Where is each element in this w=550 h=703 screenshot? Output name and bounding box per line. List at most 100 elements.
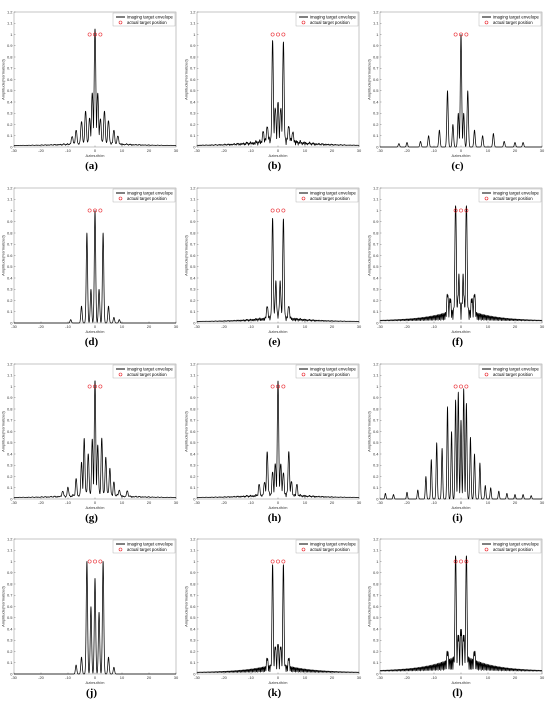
y-tick-label: 1.1	[190, 21, 196, 26]
y-tick-label: 0.8	[373, 581, 379, 586]
x-tick-label: 0	[277, 500, 280, 505]
y-tick-label: 0.4	[373, 626, 379, 631]
y-tick-label: 0.9	[190, 395, 196, 400]
actual-target-marker	[93, 208, 97, 213]
y-tick-label: 1.1	[373, 373, 379, 378]
actual-target-marker	[464, 559, 469, 564]
y-tick-label: 0.9	[7, 43, 13, 48]
chart-svg: -30 -20 -10 0 10 20 30 0 0.1 0.2 0.3 0.4 0.5 0.6 0.7 0.…	[367, 361, 545, 510]
y-tick-label: 1	[376, 384, 379, 389]
y-tick-label: 0.6	[7, 604, 13, 609]
y-tick-label: 0.8	[190, 54, 196, 59]
legend-box	[112, 539, 176, 554]
chart-svg: -30 -20 -10 0 10 20 30 0 0.1 0.2 0.3 0.4 0.5 0.6 0.7 0.…	[367, 185, 545, 334]
panel-label: (l)	[452, 687, 463, 699]
chart-panel: -30 -20 -10 0 10 20 30 0 0.1 0.2 0.3 0.4 0.5 0.6 0.7 0.…	[366, 527, 549, 702]
actual-target-marker	[464, 384, 469, 389]
y-axis-label: Amplitude(Normalized)	[184, 234, 189, 275]
legend-actual-swatch	[301, 20, 306, 25]
x-tick-label: 30	[540, 324, 545, 329]
y-tick-label: 0	[376, 144, 379, 149]
y-tick-label: 0.4	[190, 451, 196, 456]
actual-target-marker	[270, 208, 275, 213]
y-tick-label: 0	[193, 144, 196, 149]
panel-label: (g)	[85, 512, 98, 524]
legend-actual-label: actual target position	[127, 196, 167, 201]
y-tick-label: 0.7	[7, 418, 13, 423]
y-tick-label: 0.3	[190, 463, 196, 468]
x-tick-label: -20	[221, 148, 228, 153]
legend-actual-label: actual target position	[493, 547, 533, 552]
y-tick-label: 0	[10, 320, 13, 325]
envelope-series-line	[379, 555, 543, 672]
actual-target-marker	[459, 32, 463, 37]
y-tick-label: 0.1	[190, 485, 196, 490]
y-tick-label: 0.9	[190, 570, 196, 575]
chart-panel: -30 -20 -10 0 10 20 30 0 0.1 0.2 0.3 0.4 0.5 0.6 0.7 0.…	[0, 0, 183, 175]
y-tick-label: 0	[376, 671, 379, 676]
y-tick-label: 0.8	[7, 406, 13, 411]
y-tick-label: 0.3	[373, 463, 379, 468]
y-tick-label: 1.1	[373, 21, 379, 26]
y-tick-label: 0.7	[7, 593, 13, 598]
y-tick-label: 0.6	[7, 429, 13, 434]
x-tick-label: 30	[540, 675, 545, 680]
y-tick-label: 0.9	[373, 219, 379, 224]
y-tick-label: 0.7	[373, 242, 379, 247]
x-tick-label: 20	[147, 148, 152, 153]
y-tick-label: 0.1	[7, 485, 13, 490]
y-tick-label: 1	[193, 384, 196, 389]
x-tick-label: 30	[174, 324, 179, 329]
x-tick-label: -10	[65, 148, 72, 153]
x-tick-label: -10	[248, 675, 255, 680]
actual-target-marker	[281, 559, 286, 564]
legend-actual-swatch	[484, 372, 489, 377]
y-tick-label: 1.1	[190, 197, 196, 202]
x-tick-label: 30	[174, 500, 179, 505]
y-axis-label: Amplitude(Normalized)	[1, 58, 6, 99]
y-tick-label: 0	[10, 496, 13, 501]
y-tick-label: 0.4	[7, 451, 13, 456]
y-tick-label: 0.5	[7, 615, 13, 620]
legend-actual-label: actual target position	[493, 20, 533, 25]
y-tick-label: 0.3	[190, 111, 196, 116]
x-tick-label: -30	[11, 148, 18, 153]
y-tick-label: 0.7	[373, 593, 379, 598]
x-tick-label: 20	[513, 148, 518, 153]
y-tick-label: 0.6	[190, 604, 196, 609]
legend-envelope-label: imaging target envelope	[493, 367, 539, 372]
y-tick-label: 0.3	[190, 287, 196, 292]
y-tick-label: 0	[10, 671, 13, 676]
x-tick-label: -10	[248, 500, 255, 505]
x-tick-label: 30	[174, 675, 179, 680]
y-tick-label: 0.5	[190, 264, 196, 269]
y-tick-label: 1	[10, 384, 13, 389]
x-tick-label: 0	[277, 324, 280, 329]
y-tick-label: 0.2	[190, 474, 196, 479]
plot-frame	[379, 538, 543, 675]
x-axis-label: Azimuth/m	[269, 329, 289, 334]
y-tick-label: 0.7	[190, 242, 196, 247]
envelope-series-line	[13, 28, 177, 146]
y-tick-label: 0.1	[190, 660, 196, 665]
panel-label: (e)	[268, 336, 281, 348]
x-tick-label: -20	[38, 324, 45, 329]
y-tick-label: 0.6	[7, 77, 13, 82]
plot-frame	[379, 187, 543, 324]
actual-target-marker	[270, 384, 275, 389]
x-tick-label: 10	[120, 324, 125, 329]
y-tick-label: 0.4	[7, 626, 13, 631]
x-tick-label: -10	[248, 324, 255, 329]
legend-box	[478, 188, 542, 203]
x-tick-label: -20	[404, 324, 411, 329]
x-tick-label: 0	[460, 500, 463, 505]
legend-box	[112, 364, 176, 379]
y-tick-label: 0.8	[373, 406, 379, 411]
y-tick-label: 0.9	[7, 570, 13, 575]
y-tick-label: 0.3	[7, 111, 13, 116]
y-axis-label: Amplitude(Normalized)	[184, 410, 189, 451]
